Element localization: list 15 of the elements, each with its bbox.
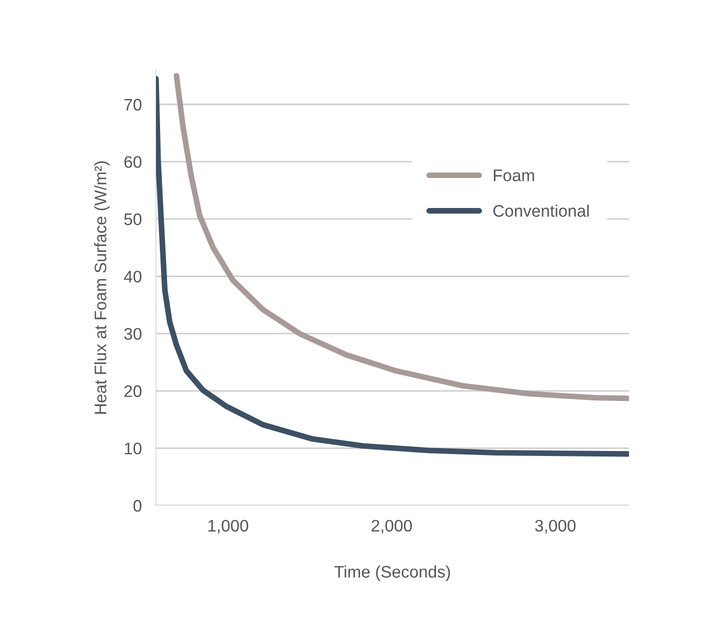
y-tick-label: 20 (124, 385, 142, 398)
y-tick-label: 50 (124, 213, 142, 226)
x-tick-label: 3,000 (535, 520, 576, 534)
legend-label: Foam (494, 170, 534, 182)
legend-label: Conventional (493, 204, 589, 217)
y-tick-label: 60 (124, 156, 142, 168)
x-axis-title: Time (Seconds) (334, 565, 450, 582)
y-tick-label: 70 (124, 98, 142, 111)
y-tick-label: 10 (124, 442, 142, 454)
y-tick-label: 40 (124, 270, 142, 282)
y-axis-title: Heat Flux at Foam Surface (W/m²) (94, 161, 110, 414)
x-tick-label: 2,000 (372, 520, 412, 534)
y-tick-label: 30 (124, 328, 142, 340)
y-tick-label: 0 (133, 500, 142, 512)
x-tick-label: 1,000 (208, 520, 248, 534)
